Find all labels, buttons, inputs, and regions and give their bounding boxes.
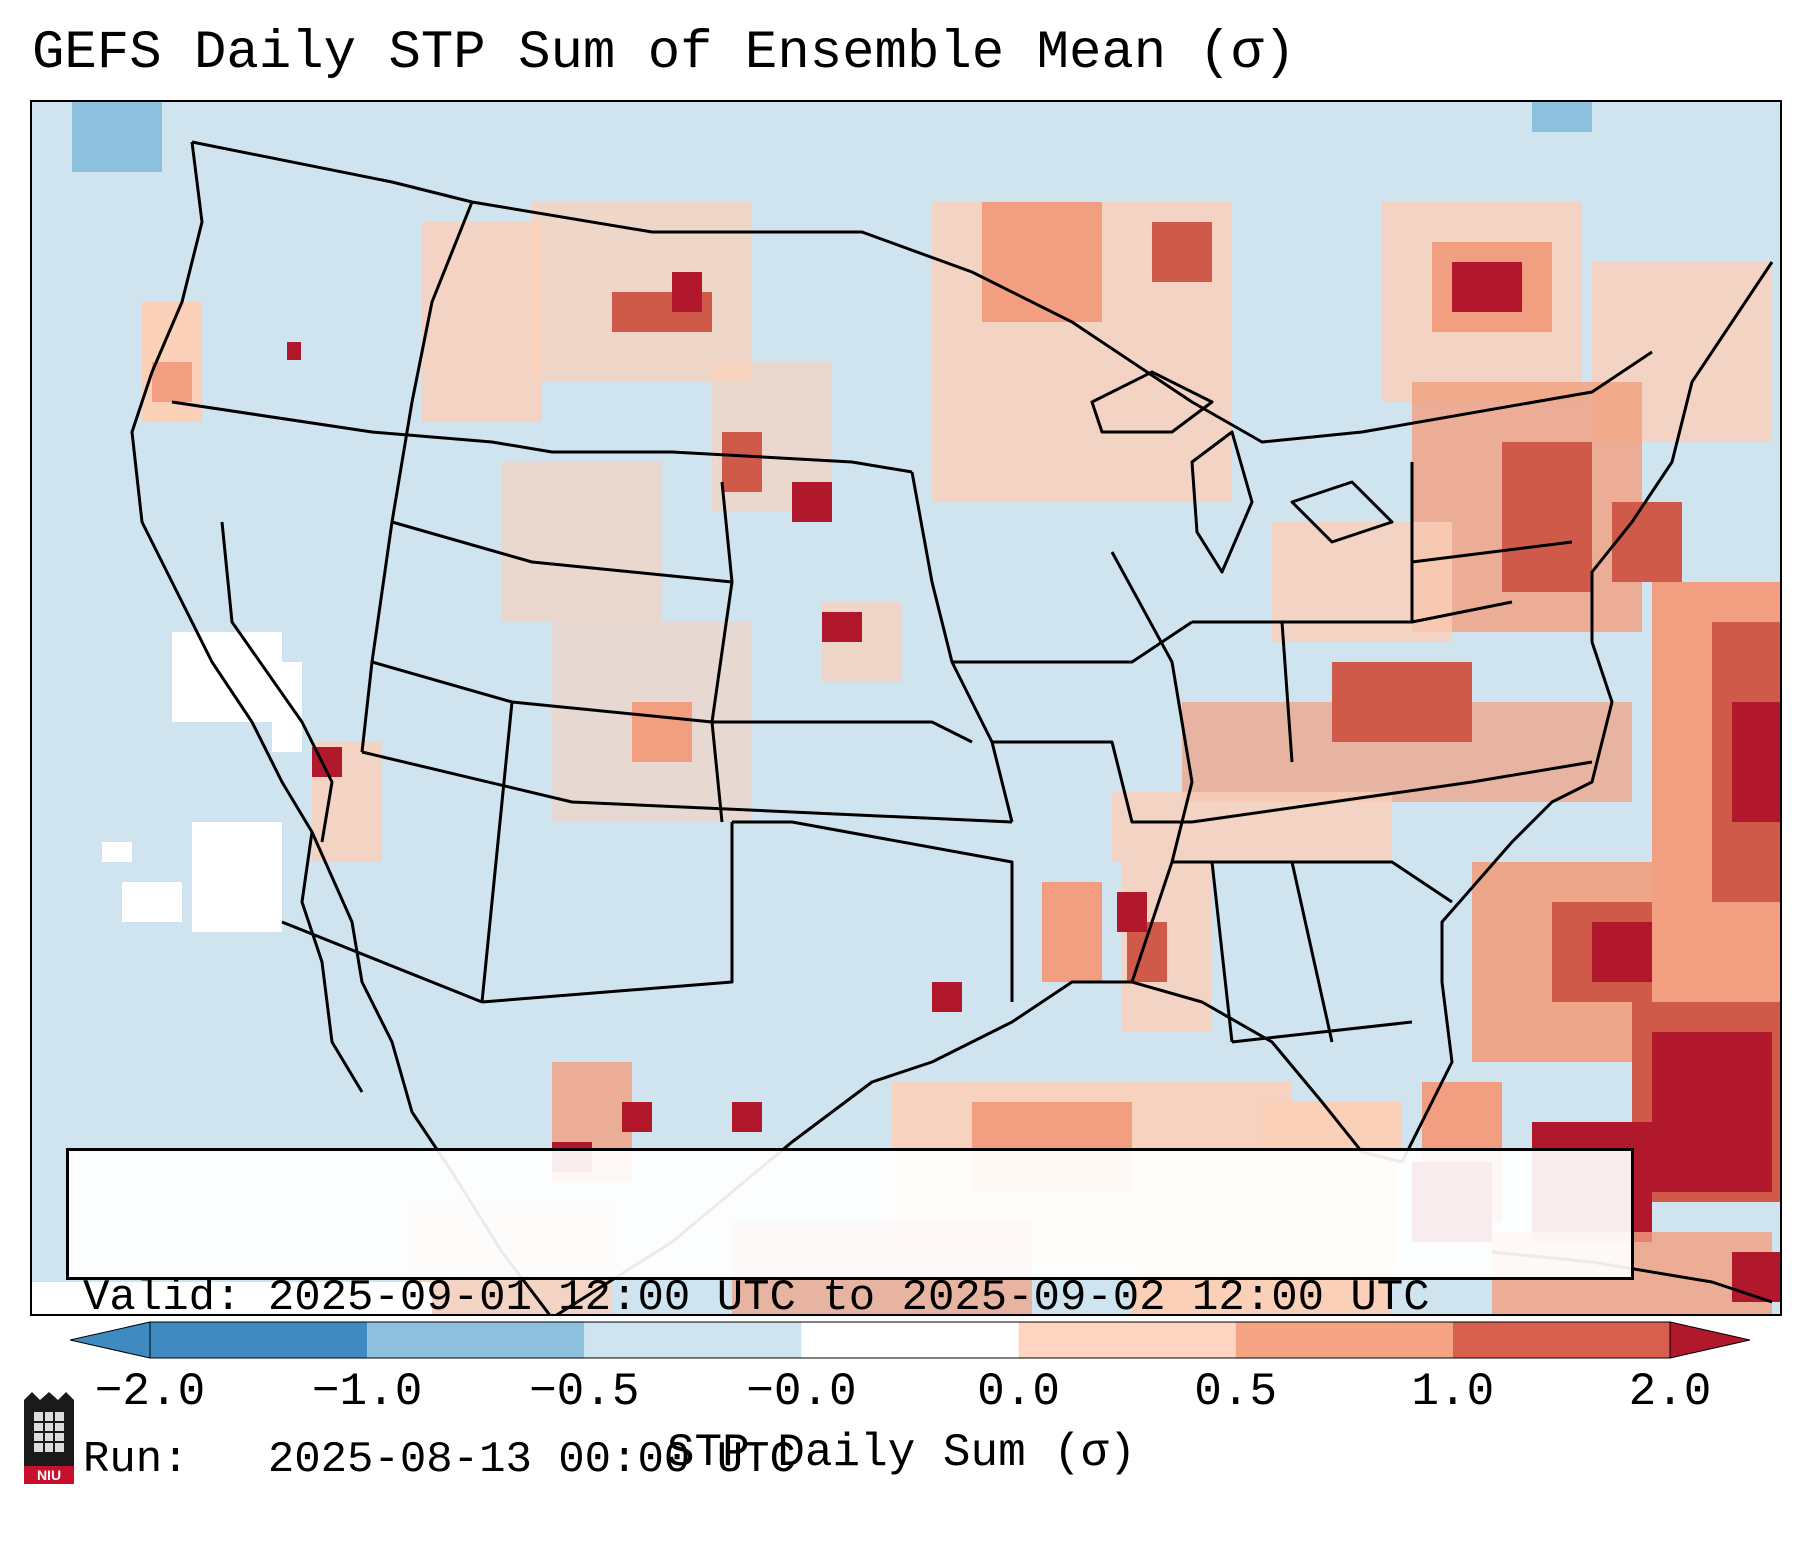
colorbar-segment bbox=[1235, 1322, 1453, 1358]
anomaly-cell bbox=[792, 482, 832, 522]
colorbar-extend-high bbox=[1669, 1321, 1750, 1359]
run-time-text: Run: 2025-08-13 00:00 UTC bbox=[83, 1435, 796, 1485]
state-line bbox=[1191, 760, 1593, 824]
anomaly-cell-zero bbox=[192, 822, 282, 932]
state-line bbox=[1411, 540, 1573, 564]
anomaly-cell bbox=[732, 1102, 762, 1132]
anomaly-cell bbox=[1112, 792, 1392, 862]
state-line bbox=[1231, 1020, 1413, 1044]
anomaly-cell bbox=[1452, 262, 1522, 312]
anomaly-cell bbox=[722, 432, 762, 492]
state-line bbox=[1172, 860, 1453, 904]
anomaly-cell bbox=[1732, 1252, 1780, 1302]
colorbar-tick-label: −1.0 bbox=[311, 1366, 423, 1418]
anomaly-cell bbox=[502, 462, 662, 622]
gulf-coastline bbox=[555, 980, 1403, 1314]
anomaly-cell bbox=[1332, 662, 1472, 742]
state-line bbox=[220, 521, 334, 843]
colorbar-extend-low bbox=[70, 1321, 151, 1359]
state-line bbox=[481, 822, 734, 1004]
state-line bbox=[361, 750, 1013, 824]
anomaly-cell bbox=[622, 1102, 652, 1132]
colorbar-segment bbox=[1452, 1322, 1670, 1358]
boundaries bbox=[130, 140, 1774, 1314]
anomaly-cell bbox=[1117, 892, 1147, 932]
info-box: Valid: 2025-09-01 12:00 UTC to 2025-09-0… bbox=[66, 1148, 1634, 1485]
state-line bbox=[1280, 621, 1294, 763]
state-line bbox=[360, 201, 474, 753]
us-canada-border bbox=[191, 140, 1653, 444]
state-line bbox=[992, 740, 1192, 824]
anomaly-cell bbox=[1042, 882, 1102, 982]
anomaly-cell bbox=[287, 342, 301, 360]
anomaly-cell bbox=[932, 982, 962, 1012]
chart-title: GEFS Daily STP Sum of Ensemble Mean (σ) bbox=[32, 23, 1296, 84]
map-svg bbox=[32, 102, 1780, 1314]
east-coastline bbox=[1400, 261, 1774, 1163]
anomaly-cell bbox=[672, 272, 702, 312]
state-line bbox=[1290, 861, 1334, 1043]
colorbar-tick-label: 1.0 bbox=[1411, 1366, 1495, 1418]
map-panel bbox=[30, 100, 1782, 1316]
anomaly-cell bbox=[152, 362, 192, 402]
state-line bbox=[281, 920, 483, 1004]
state-line bbox=[391, 520, 733, 584]
anomaly-cell-negative bbox=[72, 102, 162, 172]
state-line bbox=[1110, 551, 1194, 983]
anomaly-cell bbox=[632, 702, 692, 762]
anomaly-field bbox=[32, 102, 1780, 1314]
baja-coastline bbox=[300, 831, 364, 1093]
colorbar-tick-label: −0.5 bbox=[529, 1366, 640, 1418]
anomaly-cell bbox=[1612, 502, 1682, 582]
colorbar-segment bbox=[150, 1322, 368, 1358]
anomaly-cell bbox=[822, 612, 862, 642]
anomaly-cell bbox=[1652, 1032, 1772, 1192]
colorbar-segment bbox=[367, 1322, 585, 1358]
lake-erie bbox=[1290, 480, 1394, 544]
anomaly-cell-zero bbox=[102, 842, 132, 862]
anomaly-cell bbox=[1502, 442, 1592, 592]
state-line bbox=[171, 400, 913, 474]
colorbar-tick-label: 2.0 bbox=[1628, 1366, 1712, 1418]
state-line bbox=[1192, 600, 1513, 624]
anomaly-cell-zero bbox=[272, 662, 302, 752]
anomaly-cell bbox=[1592, 922, 1652, 982]
anomaly-cell bbox=[982, 202, 1102, 322]
lake-michigan bbox=[1190, 430, 1254, 574]
state-line bbox=[710, 481, 734, 823]
logo-text: NIU bbox=[37, 1467, 61, 1483]
colorbar-outline bbox=[149, 1321, 1671, 1359]
anomaly-cell-zero bbox=[32, 1282, 432, 1314]
colorbar-segment bbox=[1018, 1322, 1236, 1358]
colorbar-tick-label: 0.0 bbox=[977, 1366, 1060, 1418]
anomaly-cell bbox=[1272, 522, 1452, 642]
colorbar-tick-label: −2.0 bbox=[94, 1366, 206, 1418]
colorbar-segment bbox=[801, 1322, 1019, 1358]
colorbar-segment bbox=[584, 1322, 802, 1358]
valid-time-text: Valid: 2025-09-01 12:00 UTC to 2025-09-0… bbox=[83, 1273, 1430, 1323]
colorbar bbox=[70, 1321, 1750, 1359]
colorbar-label: STP Daily Sum (σ) bbox=[666, 1427, 1137, 1479]
state-line bbox=[952, 620, 1193, 664]
niu-logo-icon: NIU bbox=[24, 1392, 74, 1484]
anomaly-cell bbox=[1732, 702, 1780, 822]
west-coastline bbox=[130, 141, 551, 1314]
colorbar-tick-label: 0.5 bbox=[1194, 1366, 1278, 1418]
anomaly-cell bbox=[1152, 222, 1212, 282]
state-line bbox=[1210, 861, 1234, 1043]
state-line bbox=[480, 701, 514, 1003]
anomaly-cell-negative bbox=[1532, 102, 1592, 132]
anomaly-cell-zero bbox=[122, 882, 182, 922]
colorbar-tick-label: −0.0 bbox=[746, 1366, 857, 1418]
lake-superior bbox=[1090, 370, 1214, 434]
anomaly-cell-zero bbox=[172, 632, 282, 722]
anomaly-cell bbox=[422, 222, 542, 422]
state-line bbox=[732, 820, 1014, 1002]
